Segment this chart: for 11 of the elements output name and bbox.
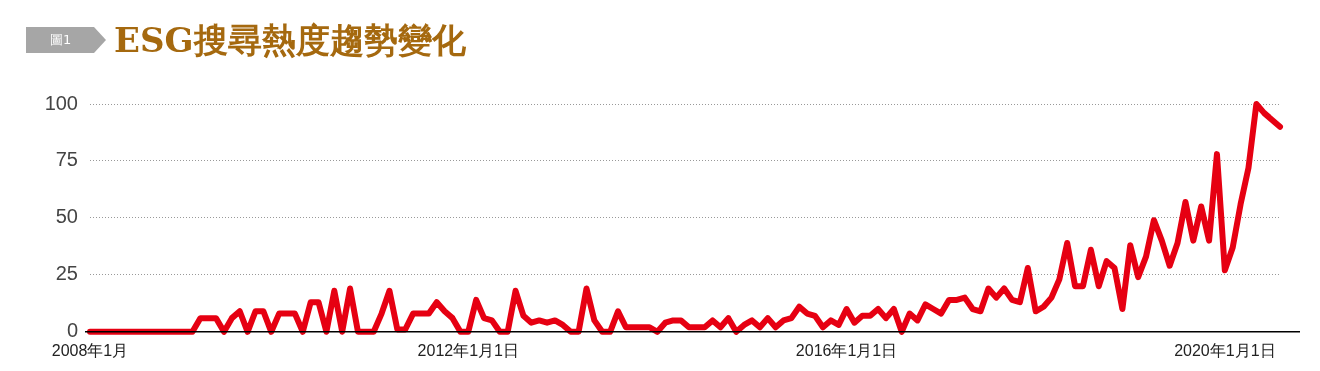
y-tick-label: 100 — [44, 91, 78, 114]
x-tick-label: 2008年1月 — [51, 341, 129, 359]
y-tick-label: 0 — [66, 319, 78, 342]
chart-title: ESG搜尋熱度趨勢變化 — [114, 19, 466, 62]
x-tick-label: 2012年1月1日 — [417, 341, 519, 359]
caption: 圖1 — [26, 27, 106, 53]
x-tick-label: 2016年1月1日 — [795, 341, 898, 359]
y-tick-label: 75 — [55, 148, 78, 171]
y-tick-label: 50 — [55, 205, 78, 228]
x-tick-label: 2020年1月1日 — [1174, 341, 1276, 359]
y-tick-label: 25 — [55, 262, 78, 285]
